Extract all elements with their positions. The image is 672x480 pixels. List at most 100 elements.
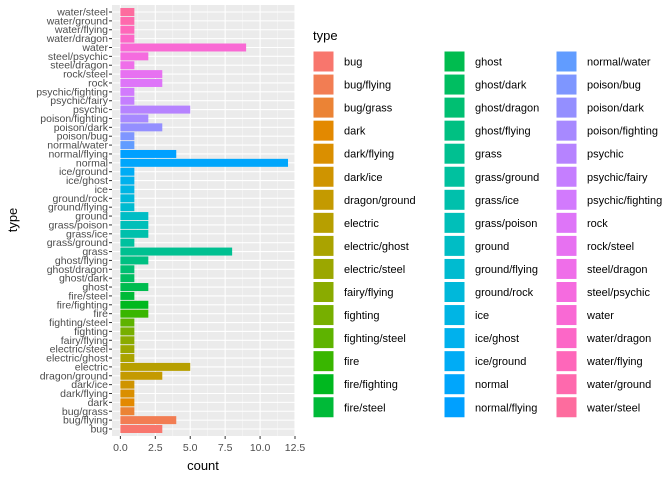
y-tick-label: fire/steel — [68, 290, 108, 302]
y-tick-label: steel/dragon — [50, 60, 108, 72]
legend-label: rock/steel — [587, 241, 634, 253]
legend-key-poison-dark — [555, 96, 578, 119]
y-tick-label: psychic/fairy — [50, 95, 109, 107]
y-axis: bugbug/flyingbug/grassdarkdark/flyingdar… — [36, 7, 112, 436]
bar-grass-poison — [120, 220, 149, 229]
bar-water — [120, 43, 247, 52]
legend-label: poison/dark — [587, 103, 644, 115]
legend-label: psychic/fighting — [587, 195, 662, 207]
y-tick-label: electric/ghost — [46, 353, 108, 365]
legend-label: psychic/fairy — [587, 172, 648, 184]
y-tick-label: water — [81, 42, 108, 54]
legend-key-water-steel — [555, 396, 578, 419]
y-tick-label: dragon/ground — [40, 370, 108, 382]
y-tick-label: ice/ground — [59, 166, 108, 178]
legend-key-dark-flying — [312, 142, 335, 165]
legend-key-psychic-fighting — [555, 188, 578, 211]
legend-label: bug/grass — [344, 103, 393, 115]
x-tick-label: 0.0 — [113, 442, 128, 454]
legend-label: fighting/steel — [344, 333, 406, 345]
legend-key-dark-ice — [312, 165, 335, 188]
legend-label: water/dragon — [586, 333, 651, 345]
legend-key-bug-grass — [312, 96, 335, 119]
bar-ice-ground — [120, 167, 135, 176]
y-tick-label: steel/psychic — [48, 51, 108, 63]
legend-key-fighting-steel — [312, 327, 335, 350]
y-tick-label: ice/ghost — [66, 175, 108, 187]
bar-dark-flying — [120, 389, 135, 398]
legend-key-bug — [312, 50, 335, 73]
legend-key-electric-ghost — [312, 234, 335, 257]
y-tick-label: ice — [95, 184, 109, 196]
legend-key-normal-water — [555, 50, 578, 73]
bar-grass-ice — [120, 229, 149, 238]
y-tick-label: grass — [82, 246, 108, 258]
y-tick-label: bug/grass — [62, 406, 108, 418]
y-tick-label: grass/ice — [66, 228, 108, 240]
legend-label: ground/flying — [475, 264, 538, 276]
legend-key-water-flying — [555, 350, 578, 373]
legend-key-ghost-dragon — [443, 96, 466, 119]
bar-poison-dark — [120, 123, 163, 132]
bar-dragon-ground — [120, 371, 163, 380]
legend-label: fighting — [344, 310, 379, 322]
legend-label: fire — [344, 356, 359, 368]
legend-key-ice-ground — [443, 350, 466, 373]
legend-key-ghost — [443, 50, 466, 73]
y-tick-label: water/steel — [56, 7, 108, 19]
legend-label: psychic — [587, 149, 624, 161]
y-tick-label: ground/rock — [53, 193, 109, 205]
legend-key-water-ground — [555, 373, 578, 396]
bar-fire-fighting — [120, 300, 149, 309]
bar-steel-dragon — [120, 61, 135, 70]
y-tick-label: rock/steel — [63, 69, 108, 81]
x-tick-label: 5.0 — [183, 442, 198, 454]
bar-fighting-steel — [120, 318, 135, 327]
y-tick-label: electric/steel — [50, 344, 108, 356]
legend-label: ghost/flying — [475, 126, 531, 138]
legend-label: ice/ground — [475, 356, 526, 368]
y-axis-title: type — [5, 208, 20, 233]
legend-key-fairy-flying — [312, 281, 335, 303]
y-tick-label: grass/poison — [48, 219, 108, 231]
panel-background — [112, 5, 295, 436]
y-tick-label: ghost/flying — [55, 255, 108, 267]
legend-label: ghost — [475, 57, 502, 69]
bar-steel-psychic — [120, 52, 149, 61]
legend-label: poison/bug — [587, 80, 641, 92]
bar-ground-rock — [120, 194, 135, 203]
legend-key-poison-fighting — [555, 119, 578, 142]
y-tick-label: bug — [90, 424, 108, 436]
x-tick-label: 12.5 — [285, 442, 306, 454]
y-tick-label: fire — [93, 308, 108, 320]
legend-label: bug/flying — [344, 80, 391, 92]
legend-key-electric-steel — [312, 257, 335, 280]
legend-key-fire-steel — [312, 396, 335, 419]
bar-layer — [120, 8, 289, 433]
legend-key-ice-ghost — [443, 327, 466, 350]
legend-label: fairy/flying — [344, 287, 394, 299]
legend-key-grass — [443, 142, 466, 165]
y-tick-label: ghost/dark — [59, 273, 109, 285]
bar-psychic-fairy — [120, 96, 135, 105]
y-tick-label: dark/flying — [60, 388, 108, 400]
legend-key-fire-fighting — [312, 373, 335, 396]
legend-label: rock — [587, 218, 608, 230]
bar-psychic — [120, 105, 191, 114]
x-tick-label: 2.5 — [148, 442, 163, 454]
legend-label: steel/dragon — [587, 264, 648, 276]
legend-key-psychic-fairy — [555, 165, 578, 188]
bar-grass — [120, 247, 233, 256]
bar-ghost — [120, 283, 149, 292]
legend-key-dragon-ground — [312, 188, 335, 211]
bar-water-ground — [120, 16, 135, 25]
bar-fairy-flying — [120, 336, 135, 345]
bar-dark — [120, 398, 135, 407]
legend-label: bug — [344, 57, 362, 69]
legend-label: water/steel — [586, 402, 640, 414]
y-tick-label: ghost — [82, 282, 108, 294]
legend-key-ground-rock — [443, 281, 466, 303]
legend-label: ghost/dark — [475, 80, 527, 92]
